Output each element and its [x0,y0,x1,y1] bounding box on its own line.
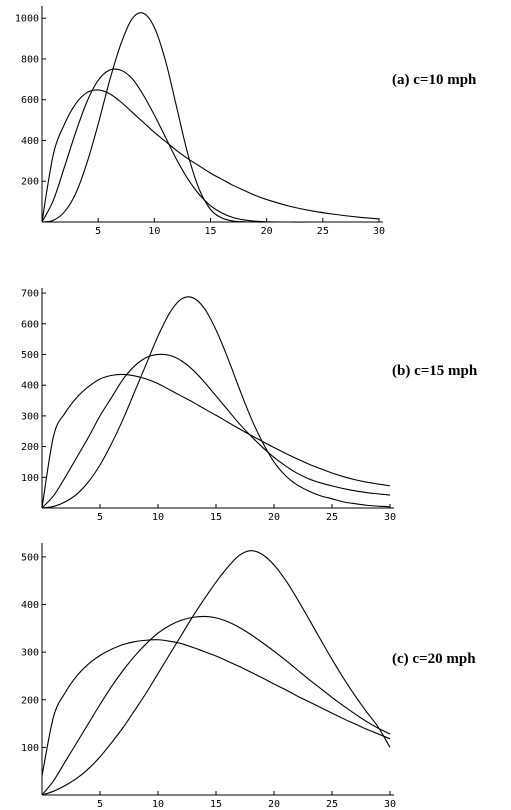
x-tick-label: 20 [268,512,280,523]
series-line-1 [41,639,391,777]
y-tick-label: 100 [21,743,39,754]
x-tick-label: 25 [326,512,338,523]
x-tick-label: 30 [384,799,396,810]
y-tick-label: 300 [21,648,39,659]
y-tick-label: 200 [21,442,39,453]
chart-panel-c: (c) c=20 mph 5 10 15 20 25 30 100 200 300 400 500 [21,543,476,810]
y-tick-label: 300 [21,411,39,422]
y-tick-label: 100 [21,473,39,484]
panel-title-c: (c) c=20 mph [392,651,476,667]
y-tick-label: 700 [21,289,39,300]
x-tick-label: 5 [95,226,101,237]
series-line-3 [41,550,391,796]
series-line-3 [41,12,379,223]
x-tick-label: 15 [204,226,216,237]
y-tick-label: 400 [21,600,39,611]
x-tick-label: 20 [261,226,273,237]
chart-panel-a: (a) c=10 mph 5 10 15 20 25 30 200 400 600 800 1000 [15,6,477,237]
y-tick-label: 500 [21,350,39,361]
x-tick-label: 15 [210,512,222,523]
y-tick-label: 800 [21,54,39,65]
series-line-1 [41,89,380,223]
x-tick-label: 5 [97,512,103,523]
y-tick-label: 200 [21,695,39,706]
panel-title-a: (a) c=10 mph [392,72,477,88]
x-tick-label: 15 [210,799,222,810]
y-tick-label: 400 [21,381,39,392]
series-line-1 [41,373,391,509]
y-tick-label: 500 [21,552,39,563]
series-line-2 [41,353,391,509]
chart-panel-b: (b) c=15 mph 5 10 15 20 25 30 100 200 300 400 500 6… [21,288,478,523]
panel-title-b: (b) c=15 mph [392,363,478,379]
x-tick-label: 25 [326,799,338,810]
x-tick-label: 10 [152,512,164,523]
x-tick-label: 10 [148,226,160,237]
x-tick-label: 30 [384,512,396,523]
y-tick-label: 1000 [15,14,39,25]
x-tick-label: 25 [317,226,329,237]
x-tick-label: 5 [97,799,103,810]
series-line-2 [41,615,391,796]
y-tick-label: 200 [21,177,39,188]
y-tick-label: 600 [21,319,39,330]
series-line-3 [41,296,391,509]
y-tick-label: 600 [21,95,39,106]
x-tick-label: 30 [373,226,385,237]
x-tick-label: 20 [268,799,280,810]
y-tick-label: 400 [21,136,39,147]
x-tick-label: 10 [152,799,164,810]
